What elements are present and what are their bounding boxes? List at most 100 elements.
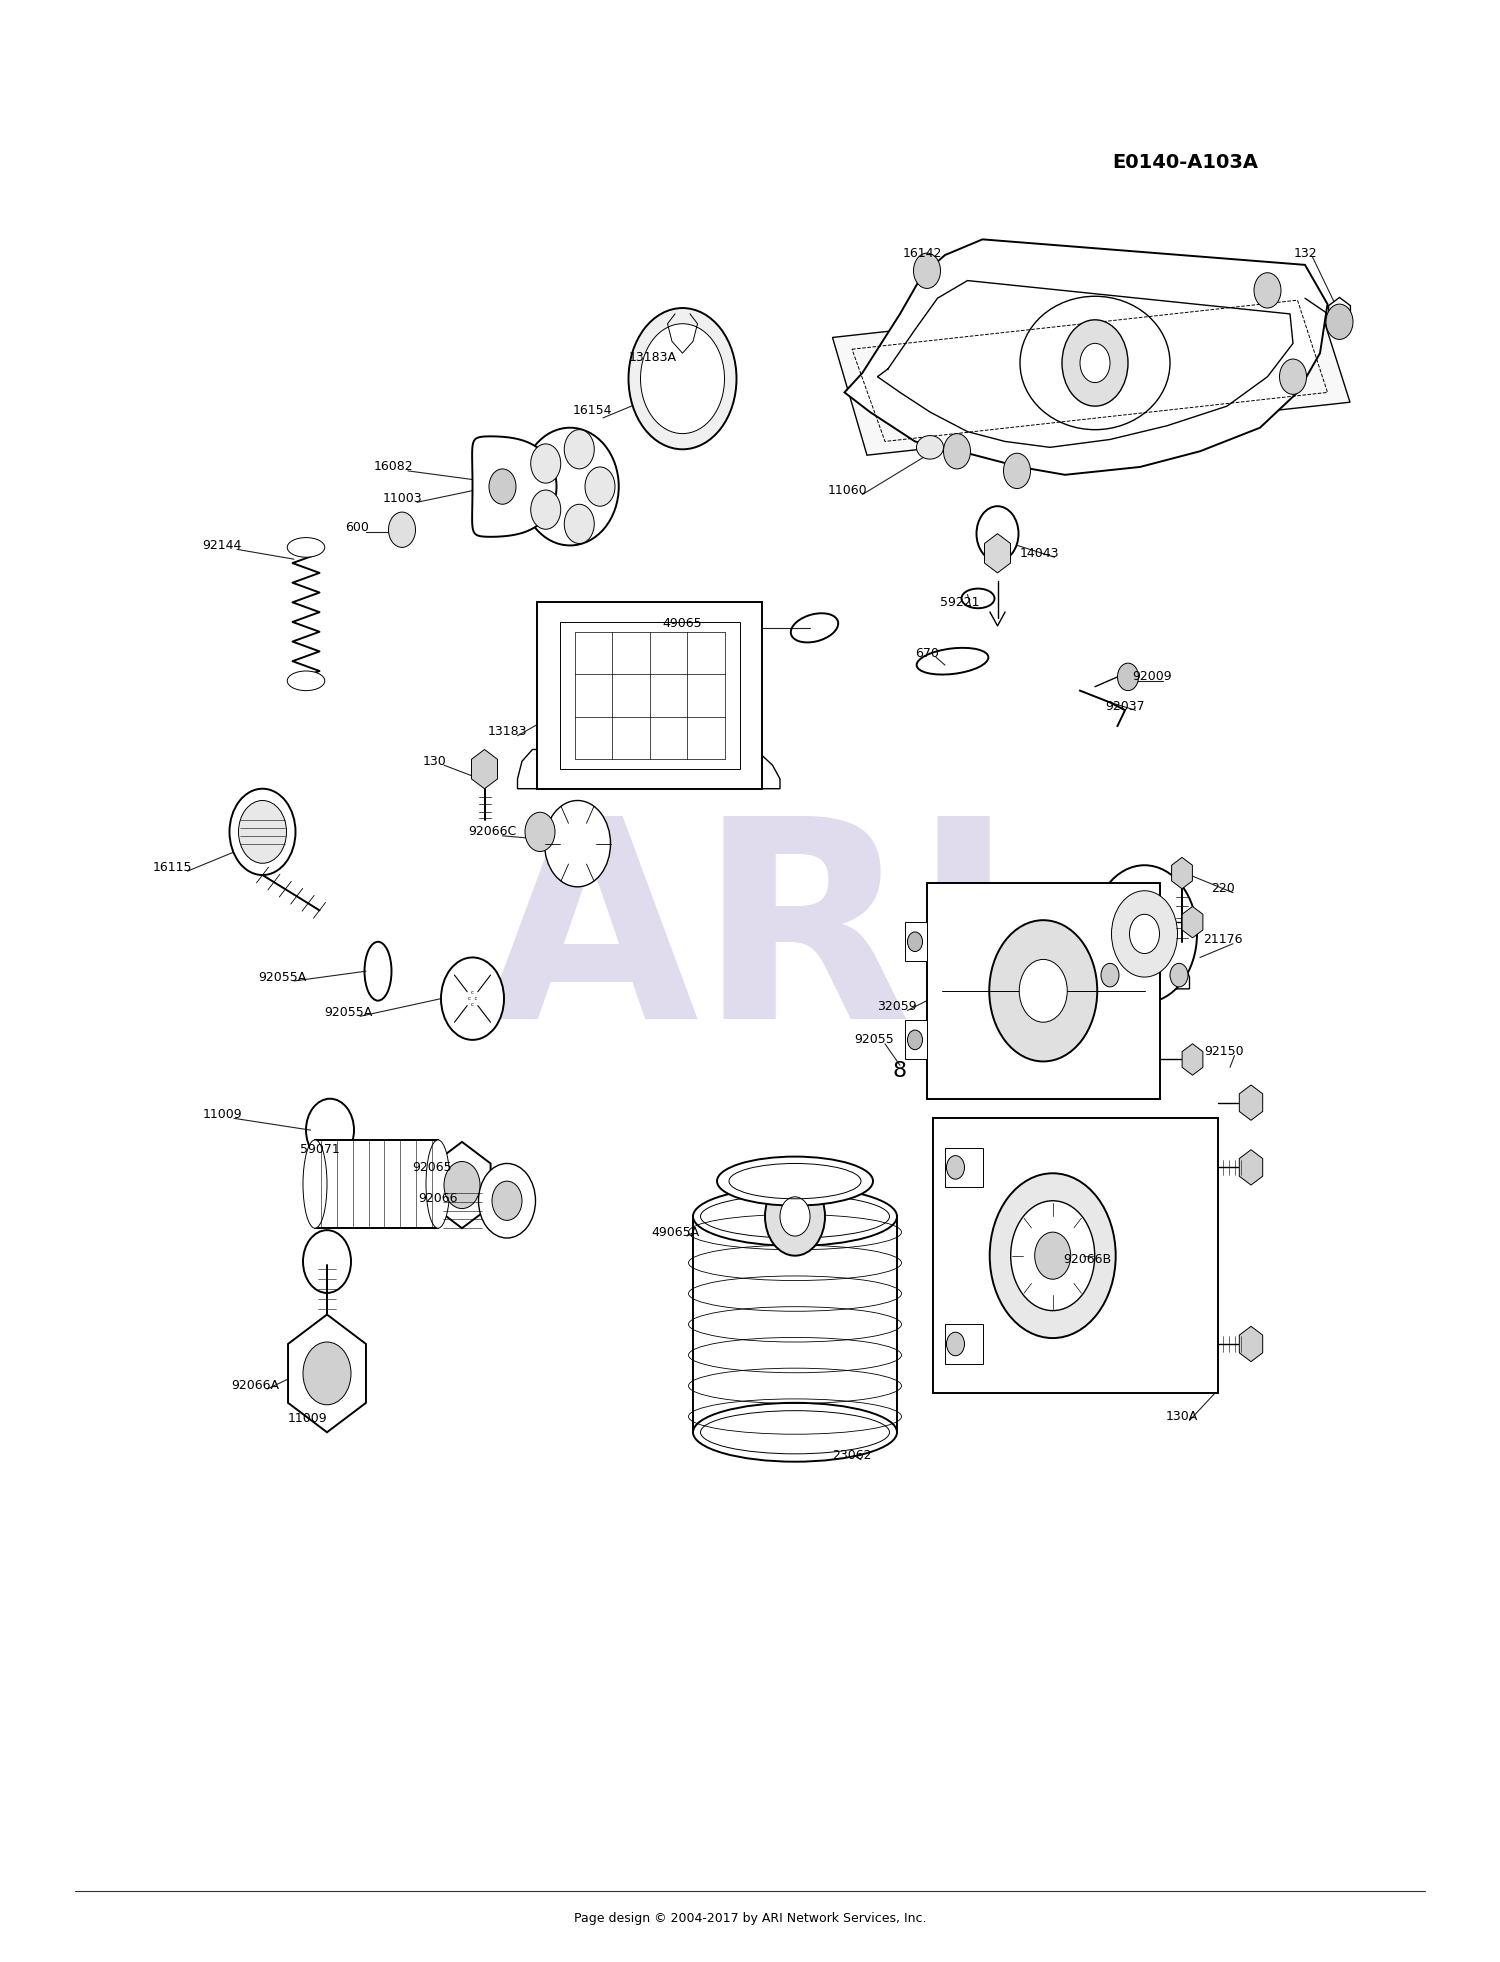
- Text: 670: 670: [915, 647, 939, 659]
- Circle shape: [1011, 1201, 1095, 1311]
- Bar: [693, 1216, 897, 1432]
- Circle shape: [1112, 891, 1178, 977]
- Bar: [537, 602, 762, 789]
- Circle shape: [303, 1342, 351, 1405]
- Text: 16142: 16142: [903, 247, 942, 259]
- Circle shape: [531, 490, 561, 530]
- Text: 16154: 16154: [573, 404, 612, 416]
- Circle shape: [946, 1156, 964, 1179]
- Text: 92009: 92009: [1132, 671, 1172, 683]
- Circle shape: [230, 789, 296, 875]
- Ellipse shape: [916, 436, 944, 459]
- Polygon shape: [472, 436, 556, 538]
- Polygon shape: [433, 1142, 490, 1228]
- Text: 11003: 11003: [382, 492, 422, 504]
- Polygon shape: [1329, 298, 1350, 330]
- Text: 92066C: 92066C: [468, 826, 516, 838]
- Text: 59071: 59071: [300, 1144, 339, 1156]
- Circle shape: [1101, 963, 1119, 987]
- Text: 600: 600: [345, 522, 369, 534]
- Text: 16082: 16082: [374, 461, 413, 473]
- Ellipse shape: [288, 538, 324, 557]
- Text: 92055: 92055: [855, 1034, 894, 1046]
- Circle shape: [944, 434, 970, 469]
- Circle shape: [628, 308, 736, 449]
- Text: 132: 132: [1293, 247, 1317, 259]
- Text: 11009: 11009: [288, 1413, 327, 1424]
- Circle shape: [914, 253, 940, 288]
- Circle shape: [1020, 959, 1068, 1022]
- Text: 32059: 32059: [878, 1001, 916, 1012]
- Polygon shape: [1239, 1085, 1263, 1120]
- Circle shape: [946, 1332, 964, 1356]
- Circle shape: [990, 1173, 1116, 1338]
- Circle shape: [492, 1181, 522, 1220]
- Text: 130: 130: [423, 755, 447, 767]
- Text: 130A: 130A: [1166, 1411, 1198, 1422]
- Bar: [315, 1140, 438, 1228]
- Bar: [933, 1118, 1218, 1393]
- Ellipse shape: [522, 428, 618, 545]
- Circle shape: [489, 469, 516, 504]
- Text: c
c  c
c: c c c c: [468, 991, 477, 1007]
- Circle shape: [1280, 359, 1306, 394]
- Circle shape: [441, 957, 504, 1040]
- Bar: [927, 883, 1160, 1099]
- Text: 23062: 23062: [833, 1450, 872, 1462]
- Polygon shape: [1239, 1326, 1263, 1362]
- Ellipse shape: [693, 1187, 897, 1246]
- Circle shape: [780, 1197, 810, 1236]
- Bar: [945, 1324, 982, 1364]
- Circle shape: [478, 1163, 536, 1238]
- Text: 11060: 11060: [828, 485, 867, 496]
- Text: 49065: 49065: [663, 618, 702, 630]
- Polygon shape: [288, 1315, 366, 1432]
- Text: E0140-A103A: E0140-A103A: [1112, 153, 1258, 173]
- Ellipse shape: [717, 1156, 873, 1205]
- Polygon shape: [833, 284, 1350, 455]
- Circle shape: [1092, 865, 1197, 1003]
- Bar: [945, 1148, 982, 1187]
- Polygon shape: [471, 749, 498, 789]
- Polygon shape: [1182, 1044, 1203, 1075]
- Text: 92066A: 92066A: [231, 1379, 279, 1391]
- Circle shape: [1004, 453, 1031, 489]
- Text: 92066B: 92066B: [1064, 1254, 1112, 1265]
- Text: 11009: 11009: [202, 1109, 242, 1120]
- Bar: [904, 922, 927, 961]
- Circle shape: [525, 812, 555, 852]
- Text: 92065: 92065: [413, 1162, 452, 1173]
- Text: 13183: 13183: [488, 726, 526, 738]
- Circle shape: [1130, 914, 1160, 954]
- Circle shape: [1080, 343, 1110, 383]
- Circle shape: [1170, 963, 1188, 987]
- Text: 220: 220: [1210, 883, 1234, 895]
- Text: 92066: 92066: [419, 1193, 458, 1205]
- Circle shape: [1062, 320, 1128, 406]
- Text: 21176: 21176: [1203, 934, 1242, 946]
- Text: Page design © 2004-2017 by ARI Network Services, Inc.: Page design © 2004-2017 by ARI Network S…: [573, 1913, 926, 1925]
- Text: 14043: 14043: [1020, 547, 1059, 559]
- Circle shape: [388, 512, 416, 547]
- Circle shape: [976, 506, 1018, 561]
- Ellipse shape: [693, 1403, 897, 1462]
- Polygon shape: [984, 534, 1011, 573]
- Polygon shape: [844, 239, 1328, 475]
- Text: 92144: 92144: [202, 540, 242, 551]
- Circle shape: [1326, 304, 1353, 339]
- Text: 59221: 59221: [940, 596, 980, 608]
- Circle shape: [908, 932, 922, 952]
- Ellipse shape: [426, 1140, 450, 1228]
- Ellipse shape: [288, 671, 324, 691]
- Text: 92037: 92037: [1106, 700, 1144, 712]
- Polygon shape: [518, 749, 780, 789]
- Circle shape: [564, 430, 594, 469]
- Text: 16115: 16115: [153, 861, 192, 873]
- Circle shape: [531, 443, 561, 483]
- Circle shape: [640, 324, 724, 434]
- Circle shape: [1254, 273, 1281, 308]
- Text: 92055A: 92055A: [324, 1007, 372, 1018]
- Text: 92055A: 92055A: [258, 971, 306, 983]
- Circle shape: [585, 467, 615, 506]
- Circle shape: [765, 1177, 825, 1256]
